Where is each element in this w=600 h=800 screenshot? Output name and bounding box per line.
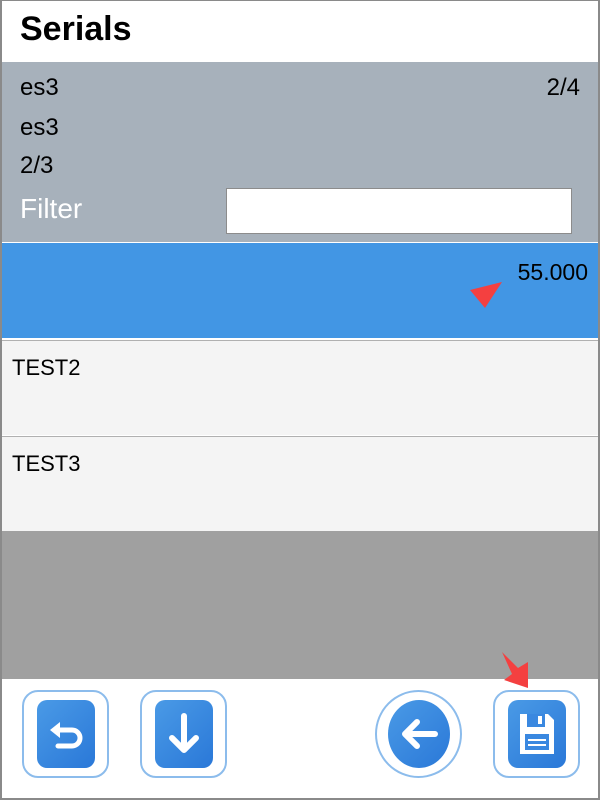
undo-button[interactable]	[22, 690, 109, 778]
info-line-3: 2/3	[20, 152, 54, 179]
save-button[interactable]	[493, 690, 580, 778]
back-button[interactable]	[375, 690, 462, 778]
list-item[interactable]: TEST2	[2, 340, 598, 435]
item-name: TEST2	[12, 355, 81, 380]
list-item[interactable]: TEST3	[2, 436, 598, 531]
counter: 2/4	[546, 74, 580, 101]
move-down-button[interactable]	[140, 690, 227, 778]
page-title: Serials	[20, 10, 132, 48]
annotation-arrow-icon	[502, 652, 528, 688]
floppy-disk-icon	[519, 714, 554, 754]
arrow-left-icon	[401, 719, 438, 749]
info-panel: es3 2/4 es3 2/3 Filter	[2, 62, 598, 242]
undo-icon	[49, 722, 82, 749]
info-line-1: es3	[20, 74, 59, 101]
info-line-2: es3	[20, 114, 59, 141]
item-name: TEST3	[12, 451, 81, 476]
filter-input[interactable]	[226, 188, 572, 234]
list-item[interactable]: 55.000	[2, 243, 598, 338]
arrow-down-icon	[168, 713, 199, 753]
annotation-arrow-icon	[470, 282, 502, 308]
filter-label: Filter	[20, 193, 83, 224]
item-qty: 55.000	[517, 259, 588, 285]
list-empty-area	[2, 531, 598, 679]
